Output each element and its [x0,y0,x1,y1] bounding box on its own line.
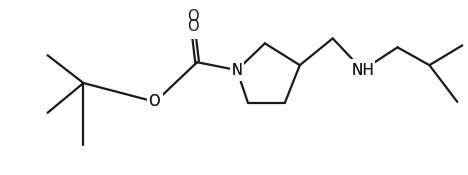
Bar [230,59,244,81]
Text: O: O [148,94,160,109]
Text: NH: NH [351,63,374,78]
Text: O: O [148,94,160,109]
Bar [351,59,375,81]
Text: N: N [232,63,242,78]
Text: O: O [187,9,199,23]
Bar [184,18,202,39]
Text: N: N [232,63,242,78]
Text: NH: NH [351,63,374,78]
Bar [147,91,163,113]
Text: O: O [187,19,199,34]
